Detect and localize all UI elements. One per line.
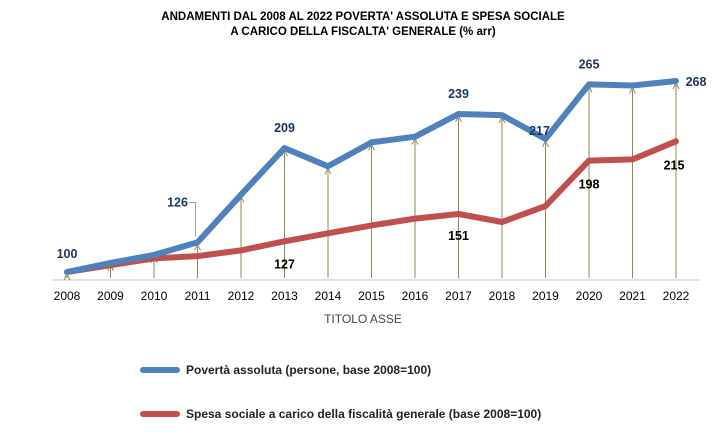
data-label-spesa-2017: 151 bbox=[448, 229, 469, 243]
legend-swatch-blue bbox=[140, 367, 180, 373]
chart-title-line-1: ANDAMENTI DAL 2008 AL 2022 POVERTA' ASSO… bbox=[161, 11, 565, 23]
data-label-poverta-2011: 126 bbox=[167, 195, 188, 209]
x-tick-label-2008: 2008 bbox=[54, 289, 81, 303]
drop-lines bbox=[67, 85, 676, 278]
data-label-poverta-2017: 239 bbox=[448, 87, 469, 101]
x-tick-label-2012: 2012 bbox=[228, 289, 255, 303]
x-tick-label-2009: 2009 bbox=[97, 289, 124, 303]
data-label-poverta-2020: 265 bbox=[579, 57, 600, 71]
leader-line-126 bbox=[189, 201, 196, 237]
x-tick-label-2010: 2010 bbox=[141, 289, 168, 303]
series-layer bbox=[64, 78, 679, 275]
x-tick-label-2016: 2016 bbox=[402, 289, 429, 303]
data-label-poverta-2008: 100 bbox=[57, 247, 78, 261]
legend-item-spesa: Spesa sociale a carico della fiscalità g… bbox=[140, 404, 541, 424]
data-label-spesa-2020: 198 bbox=[579, 178, 600, 192]
x-tick-label-2011: 2011 bbox=[185, 289, 211, 303]
x-tick-label-2014: 2014 bbox=[315, 289, 342, 303]
x-tick-label-2019: 2019 bbox=[532, 289, 559, 303]
x-tick-label-2017: 2017 bbox=[445, 289, 472, 303]
chart-title-line-2: A CARICO DELLA FISCALTA' GENERALE (% arr… bbox=[230, 26, 496, 38]
x-axis-title: TITOLO ASSE bbox=[324, 312, 402, 326]
legend-item-poverta: Povertà assoluta (persone, base 2008=100… bbox=[140, 360, 431, 380]
data-labels: 100 126 209 239 217 265 268 127 151 198 215 bbox=[57, 57, 707, 271]
x-tick-label-2015: 2015 bbox=[358, 289, 385, 303]
data-label-poverta-2013: 209 bbox=[274, 121, 295, 135]
data-label-poverta-2019: 217 bbox=[529, 124, 550, 138]
x-tick-label-2022: 2022 bbox=[663, 289, 690, 303]
series-line-spesa bbox=[64, 138, 679, 275]
legend-label-spesa: Spesa sociale a carico della fiscalità g… bbox=[186, 407, 542, 421]
x-tick-label-2021: 2021 bbox=[619, 289, 646, 303]
series-line-poverta bbox=[64, 78, 679, 275]
data-label-spesa-2013: 127 bbox=[274, 257, 295, 271]
legend-label-poverta: Povertà assoluta (persone, base 2008=100… bbox=[186, 363, 432, 377]
x-tick-label-2018: 2018 bbox=[489, 289, 516, 303]
x-tick-label-2013: 2013 bbox=[271, 289, 298, 303]
x-tick-label-2020: 2020 bbox=[576, 289, 603, 303]
legend-swatch-red bbox=[140, 411, 180, 417]
data-label-spesa-2022: 215 bbox=[664, 158, 685, 172]
tick-labels: 2008 2009 2010 2011 2012 2013 2014 2015 2016 2017… bbox=[54, 289, 690, 303]
data-label-poverta-2022: 268 bbox=[686, 75, 707, 89]
